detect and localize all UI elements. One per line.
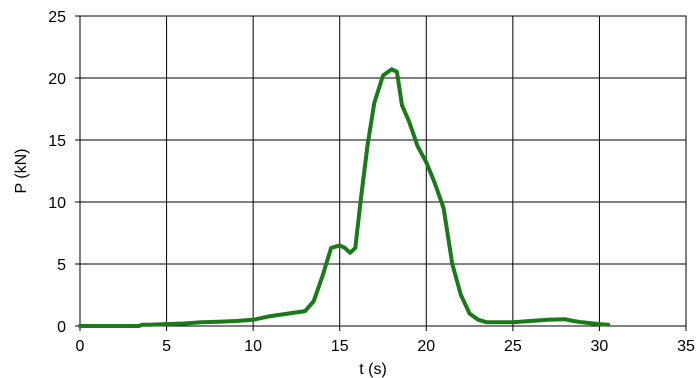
x-axis-title: t (s) (359, 361, 387, 378)
series-line (78, 67, 611, 328)
plot-area-frame (79, 15, 687, 327)
x-tick-label: 10 (244, 338, 262, 355)
grid-layer (75, 15, 687, 331)
x-tick-label: 0 (76, 338, 85, 355)
y-axis-title: P (kN) (13, 148, 30, 193)
y-tick-label: 15 (48, 133, 66, 150)
x-tick-label: 15 (331, 338, 349, 355)
y-tick-label: 5 (57, 257, 66, 274)
x-tick-labels: 0 5 10 15 20 25 30 35 (76, 338, 695, 355)
x-tick-label: 5 (162, 338, 171, 355)
x-tick-label: 35 (677, 338, 695, 355)
y-tick-label: 10 (48, 195, 66, 212)
x-tick-label: 20 (417, 338, 435, 355)
y-tick-label: 0 (57, 319, 66, 336)
y-tick-labels: 0 5 10 15 20 25 (48, 9, 66, 336)
x-tick-label: 25 (504, 338, 522, 355)
x-tick-label: 30 (591, 338, 609, 355)
series-layer (78, 67, 611, 328)
y-tick-label: 25 (48, 9, 66, 26)
y-tick-label: 20 (48, 71, 66, 88)
